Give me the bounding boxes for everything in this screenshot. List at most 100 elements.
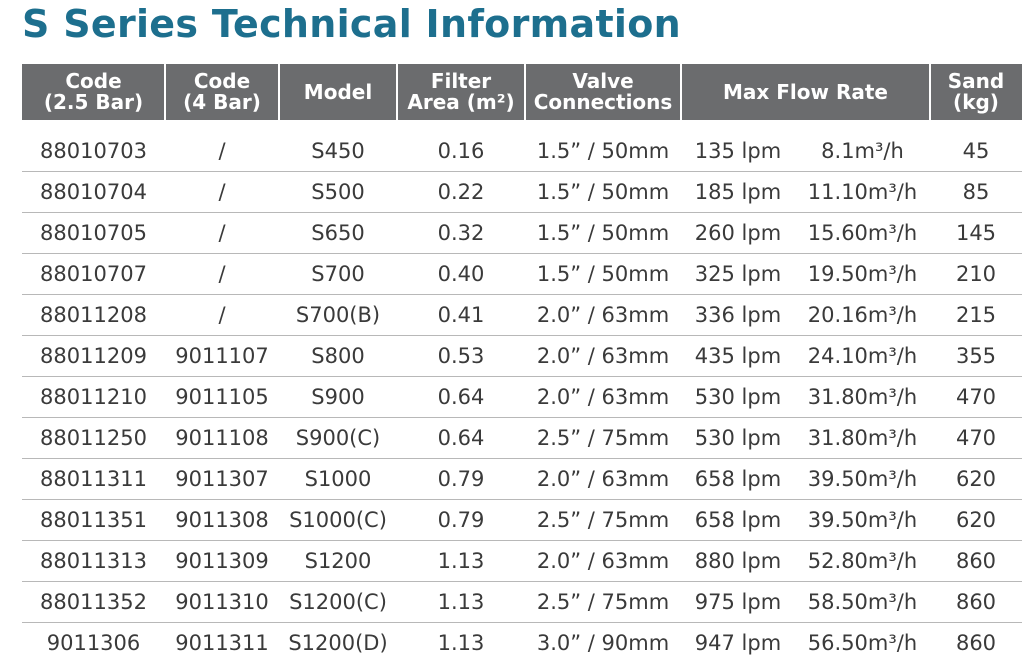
table-cell: 0.16 — [437, 139, 485, 163]
table-cell: 88011311 — [40, 467, 147, 491]
table-cell: / — [218, 303, 226, 327]
table-cell: 88010703 — [40, 139, 147, 163]
header-cell: Valve Connections — [525, 64, 681, 120]
row-divider — [22, 171, 1022, 172]
table-cell: 0.79 — [437, 467, 485, 491]
table-cell: 2.0” / 63mm — [536, 467, 670, 491]
table-cell: 470 — [955, 385, 997, 409]
table-cell: 9011107 — [175, 344, 269, 368]
table-cell: 88011209 — [40, 344, 147, 368]
table-cell: 1.5” / 50mm — [536, 221, 670, 245]
header-cell: Model — [279, 64, 397, 120]
header-text: Area (m²) — [407, 90, 515, 114]
table-cell: S650 — [311, 221, 365, 245]
table-cell: 0.53 — [437, 344, 485, 368]
table-cell: 658 lpm — [694, 467, 782, 491]
header-divider — [164, 64, 166, 120]
table-cell: 947 lpm — [694, 631, 782, 655]
header-cell: Sand (kg) — [930, 64, 1022, 120]
table-cell: / — [218, 221, 226, 245]
table-cell: 185 lpm — [694, 180, 782, 204]
header-cell: Max Flow Rate — [681, 64, 930, 120]
table-cell: 975 lpm — [694, 590, 782, 614]
table-cell: 88010705 — [40, 221, 147, 245]
table-cell: 0.22 — [437, 180, 485, 204]
table-cell: 210 — [955, 262, 997, 286]
table-cell: S1200(C) — [289, 590, 387, 614]
table-cell: 31.80m³/h — [807, 426, 918, 450]
table-cell: 31.80m³/h — [807, 385, 918, 409]
table-cell: / — [218, 139, 226, 163]
table-cell: 0.41 — [437, 303, 485, 327]
header-text: Valve — [572, 69, 634, 93]
header-text: Sand — [947, 69, 1005, 93]
header-text: (2.5 Bar) — [43, 90, 144, 114]
table-cell: 52.80m³/h — [807, 549, 918, 573]
table-cell: 0.79 — [437, 508, 485, 532]
table-cell: 88011210 — [40, 385, 147, 409]
table-cell: 620 — [955, 508, 997, 532]
table-cell: S900 — [311, 385, 365, 409]
table-cell: 9011108 — [175, 426, 269, 450]
table-cell: S700(B) — [295, 303, 381, 327]
table-cell: 9011306 — [46, 631, 141, 655]
page-title: S Series Technical Information — [22, 2, 682, 46]
table-cell: S1000 — [304, 467, 372, 491]
table-cell: 56.50m³/h — [807, 631, 918, 655]
row-divider — [22, 499, 1022, 500]
table-cell: 2.5” / 75mm — [536, 426, 670, 450]
table-cell: 1.13 — [437, 631, 485, 655]
table-cell: 2.0” / 63mm — [536, 344, 670, 368]
table-cell: 2.0” / 63mm — [536, 385, 670, 409]
table-cell: S700 — [311, 262, 365, 286]
table-cell: 88010707 — [40, 262, 147, 286]
table-cell: 2.5” / 75mm — [536, 508, 670, 532]
table-cell: 9011307 — [175, 467, 269, 491]
table-cell: 19.50m³/h — [807, 262, 918, 286]
table-cell: 88011313 — [40, 549, 147, 573]
header-text: Code — [65, 69, 122, 93]
row-divider — [22, 335, 1022, 336]
table-cell: 24.10m³/h — [807, 344, 918, 368]
table-cell: 135 lpm — [694, 139, 782, 163]
table-cell: 85 — [962, 180, 990, 204]
header-text: Model — [303, 79, 373, 104]
table-cell: 9011310 — [175, 590, 269, 614]
table-cell: 860 — [955, 590, 997, 614]
table-cell: 9011105 — [175, 385, 269, 409]
table-cell: 325 lpm — [694, 262, 782, 286]
row-divider — [22, 253, 1022, 254]
table-cell: 0.64 — [437, 426, 485, 450]
header-divider — [680, 64, 682, 120]
table-cell: / — [218, 180, 226, 204]
table-cell: 2.0” / 63mm — [536, 303, 670, 327]
table-cell: 215 — [955, 303, 997, 327]
table-cell: 8.1m³/h — [821, 139, 904, 163]
table-cell: S500 — [311, 180, 365, 204]
table-cell: 88010704 — [40, 180, 147, 204]
header-divider — [278, 64, 280, 120]
table-cell: 58.50m³/h — [807, 590, 918, 614]
table-cell: S1000(C) — [289, 508, 387, 532]
table-cell: 1.5” / 50mm — [536, 262, 670, 286]
header-divider — [929, 64, 931, 120]
table-cell: S1200 — [304, 549, 372, 573]
table-cell: S800 — [311, 344, 365, 368]
table-cell: 1.5” / 50mm — [536, 180, 670, 204]
row-divider — [22, 622, 1022, 623]
table-cell: 88011208 — [40, 303, 147, 327]
row-divider — [22, 376, 1022, 377]
table-cell: 336 lpm — [694, 303, 782, 327]
table-cell: 0.40 — [437, 262, 485, 286]
table-cell: 39.50m³/h — [807, 508, 918, 532]
table-cell: 620 — [955, 467, 997, 491]
table-cell: 11.10m³/h — [807, 180, 918, 204]
header-text: Code — [193, 69, 251, 93]
table-cell: 20.16m³/h — [807, 303, 918, 327]
header-divider — [524, 64, 526, 120]
table-cell: 15.60m³/h — [807, 221, 918, 245]
table-cell: 1.13 — [437, 549, 485, 573]
table-cell: 0.32 — [437, 221, 485, 245]
table-cell: 0.64 — [437, 385, 485, 409]
table-cell: 530 lpm — [694, 426, 782, 450]
